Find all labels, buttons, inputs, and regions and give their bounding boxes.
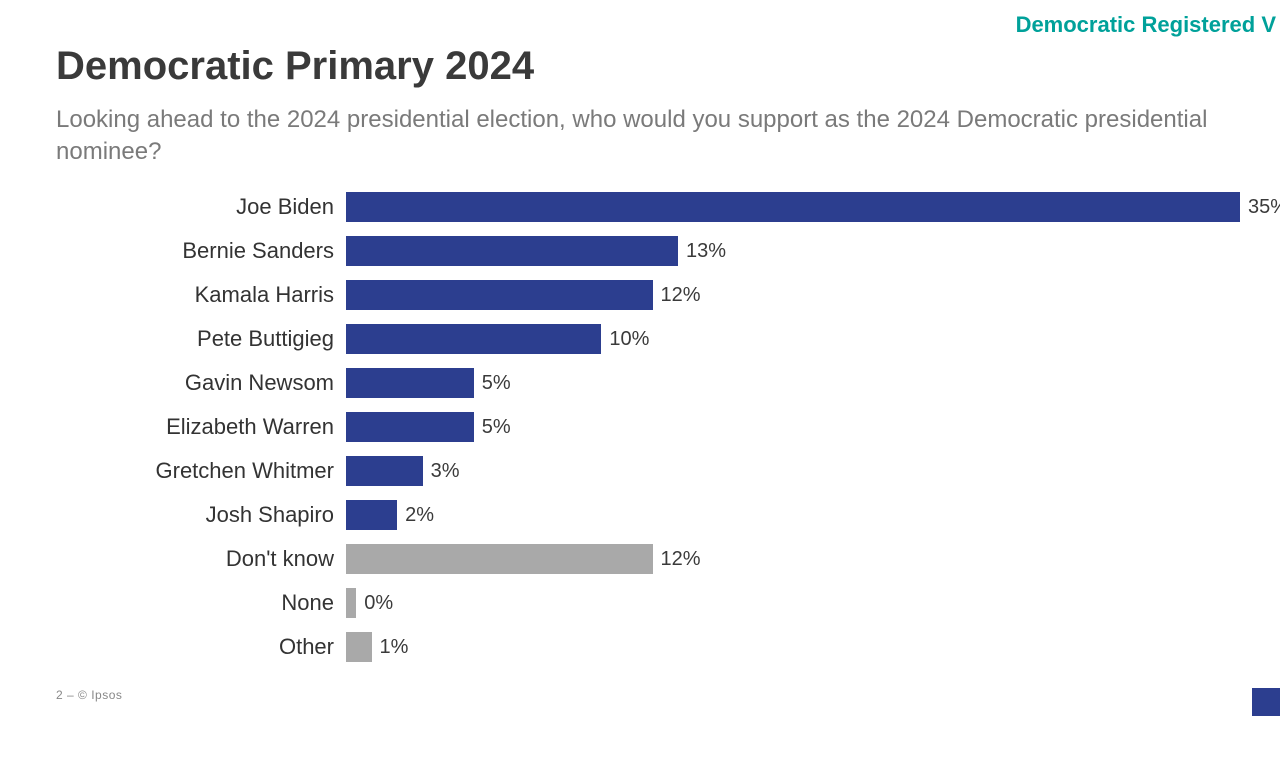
bar-value: 10% [601, 324, 649, 354]
bar-value: 13% [678, 236, 726, 266]
bar-fill [346, 236, 678, 266]
bar-track: 5% [346, 412, 1240, 442]
bar-row: Gavin Newsom 5% [56, 361, 1240, 405]
bar-row: Other 1% [56, 625, 1240, 669]
bar-label: Joe Biden [56, 194, 346, 220]
bar-track: 13% [346, 236, 1240, 266]
bar-track: 5% [346, 368, 1240, 398]
bar-track: 0% [346, 588, 1240, 618]
bar-row: Bernie Sanders 13% [56, 229, 1240, 273]
bar-label: Josh Shapiro [56, 502, 346, 528]
bar-row: Gretchen Whitmer 3% [56, 449, 1240, 493]
bar-fill [346, 500, 397, 530]
bar-track: 12% [346, 544, 1240, 574]
bar-label: Bernie Sanders [56, 238, 346, 264]
bar-row: Elizabeth Warren 5% [56, 405, 1240, 449]
bar-value: 5% [474, 368, 511, 398]
bar-value: 12% [653, 544, 701, 574]
footer-attribution: 2 – © Ipsos [56, 688, 122, 702]
bar-fill [346, 368, 474, 398]
header-filter-label: Democratic Registered V [1016, 12, 1276, 38]
bar-fill [346, 632, 372, 662]
bar-fill [346, 544, 653, 574]
bar-label: Kamala Harris [56, 282, 346, 308]
brand-logo [1252, 688, 1280, 716]
bar-track: 10% [346, 324, 1240, 354]
bar-value: 0% [356, 588, 393, 618]
bar-fill [346, 324, 601, 354]
bar-track: 3% [346, 456, 1240, 486]
chart-title: Democratic Primary 2024 [56, 44, 534, 89]
bar-row: Kamala Harris 12% [56, 273, 1240, 317]
bar-label: None [56, 590, 346, 616]
bar-value: 1% [372, 632, 409, 662]
bar-track: 2% [346, 500, 1240, 530]
bar-row: Joe Biden35% [56, 185, 1240, 229]
bar-fill [346, 412, 474, 442]
bar-chart: Joe Biden35%Bernie Sanders13%Kamala Harr… [56, 185, 1240, 669]
bar-label: Other [56, 634, 346, 660]
bar-fill [346, 192, 1240, 222]
bar-value: 3% [423, 456, 460, 486]
bar-row: Josh Shapiro 2% [56, 493, 1240, 537]
bar-value: 2% [397, 500, 434, 530]
bar-fill [346, 588, 356, 618]
bar-value: 5% [474, 412, 511, 442]
bar-label: Elizabeth Warren [56, 414, 346, 440]
bar-value: 12% [653, 280, 701, 310]
bar-value: 35% [1240, 192, 1280, 222]
bar-track: 12% [346, 280, 1240, 310]
bar-label: Gavin Newsom [56, 370, 346, 396]
bar-label: Pete Buttigieg [56, 326, 346, 352]
bar-fill [346, 456, 423, 486]
bar-track: 1% [346, 632, 1240, 662]
bar-fill [346, 280, 653, 310]
chart-subtitle: Looking ahead to the 2024 presidential e… [56, 104, 1224, 169]
bar-label: Don't know [56, 546, 346, 572]
bar-track: 35% [346, 192, 1240, 222]
bar-row: Don't know 12% [56, 537, 1240, 581]
bar-row: Pete Buttigieg 10% [56, 317, 1240, 361]
bar-label: Gretchen Whitmer [56, 458, 346, 484]
bar-row: None 0% [56, 581, 1240, 625]
